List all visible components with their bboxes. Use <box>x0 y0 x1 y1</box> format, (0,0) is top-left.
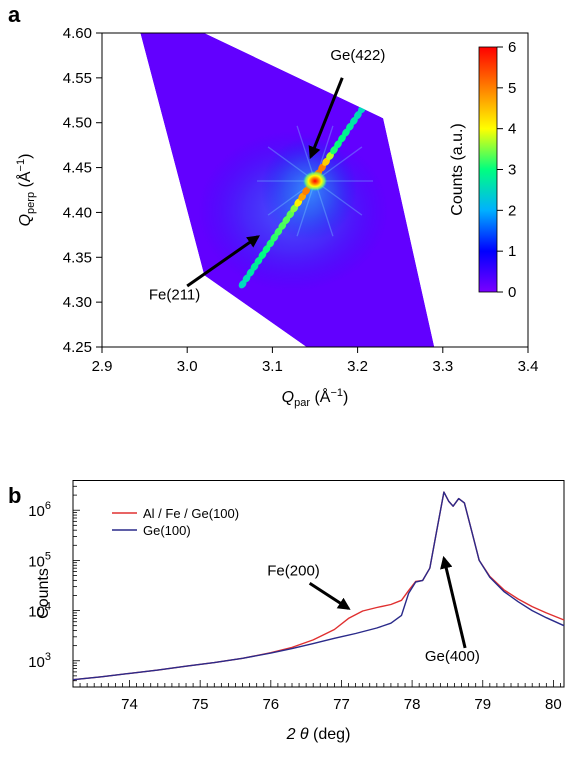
y-axis-title-a-sub: perp <box>25 192 37 214</box>
legend-label: Al / Fe / Ge(100) <box>143 506 239 521</box>
x-tick-label-b: 80 <box>545 696 562 713</box>
x-tick-label-b: 76 <box>262 696 279 713</box>
x-axis-title-a-sup: −1 <box>330 387 343 399</box>
legend: Al / Fe / Ge(100) Ge(100) <box>112 506 239 538</box>
plot-frame-a <box>101 32 529 348</box>
x-tick-label-a: 3.3 <box>432 358 453 375</box>
legend-label: Ge(100) <box>143 523 191 538</box>
y-tick-label-a: 4.40 <box>63 204 92 221</box>
y-axis-title-a: Qperp (Å−1) <box>15 154 37 227</box>
x-tick-label-b: 74 <box>121 696 138 713</box>
annotation-arrow <box>308 582 351 610</box>
y-tick-label-b: 103 <box>28 651 51 671</box>
y-tick-label-a: 4.45 <box>63 160 92 177</box>
panel-a-letter: a <box>8 2 21 27</box>
x-tick-label-a: 3.1 <box>262 358 283 375</box>
y-tick-label-a: 4.30 <box>63 294 92 311</box>
y-tick-label-a: 4.55 <box>63 70 92 87</box>
y-tick-label-a: 4.60 <box>63 25 92 42</box>
annotation-label: Ge(400) <box>425 648 480 665</box>
y-tick-label-a: 4.50 <box>63 115 92 132</box>
x-axis-title-a-close: ) <box>343 389 348 406</box>
x-tick-label-a: 2.9 <box>92 358 113 375</box>
colorbar-label: Counts (a.u.) <box>449 123 466 215</box>
annotation-label: Fe(211) <box>149 286 200 303</box>
y-tick-label-a: 4.25 <box>63 339 92 356</box>
colorbar: 0 1 2 3 4 5 6 <box>478 39 516 301</box>
y-axis-title-a-unit: (Å <box>15 171 34 192</box>
annotation-arrow <box>440 555 467 649</box>
colorbar-tick-label: 5 <box>508 80 516 97</box>
colorbar-tick-label: 3 <box>508 162 516 179</box>
x-axis-title-a-symbol: Q <box>282 389 294 406</box>
x-tick-label-b: 77 <box>333 696 350 713</box>
colorbar-tick-label: 1 <box>508 243 516 260</box>
y-axis-title-a-sup: −1 <box>15 159 27 172</box>
x-tick-label-a: 3.2 <box>347 358 368 375</box>
colorbar-tick-label: 4 <box>508 121 516 138</box>
panel-b-letter: b <box>8 483 22 508</box>
y-tick-label-b: 106 <box>28 500 51 520</box>
peak-hotspot <box>303 171 327 192</box>
x-axis-title-a-sub: par <box>294 397 310 409</box>
colorbar-tick-label: 2 <box>508 202 516 219</box>
x-tick-label-b: 79 <box>474 696 491 713</box>
plot-frame-b <box>72 480 565 688</box>
annotation-arrow <box>186 235 260 288</box>
colorbar-tick-label: 0 <box>508 284 516 301</box>
x-axis-title-a: Qpar (Å−1) <box>282 387 349 409</box>
x-tick-label-b: 78 <box>404 696 421 713</box>
x-tick-label-a: 3.4 <box>518 358 539 375</box>
y-tick-label-a: 4.35 <box>63 249 92 266</box>
x-tick-label-a: 3.0 <box>177 358 198 375</box>
colorbar-tick-label: 6 <box>508 39 516 56</box>
y-axis-title-a-symbol: Q <box>17 214 34 226</box>
y-tick-label-b: 105 <box>28 550 51 570</box>
y-tick-label-b: 104 <box>28 601 51 621</box>
annotation-label: Ge(422) <box>330 47 385 64</box>
xrd-scan-chart: 74 75 76 77 78 79 80 103 104 105 106 Al / Fe / Ge… <box>28 480 565 743</box>
x-axis-title-b-unit: (deg) <box>309 726 351 743</box>
x-tick-label-b: 75 <box>192 696 209 713</box>
series-line-2 <box>72 491 565 681</box>
reciprocal-space-map: 2.9 3.0 3.1 3.2 3.3 3.4 4.25 4.30 4.35 4.40 4.45 4… <box>15 25 539 409</box>
annotation-label: Fe(200) <box>267 563 320 580</box>
x-axis-title-a-unit: (Å <box>310 387 331 406</box>
colorbar-gradient <box>478 46 498 293</box>
y-axis-title-a-close: ) <box>17 154 34 159</box>
annotation-arrow <box>308 77 344 160</box>
x-axis-title-b: 2 θ (deg) <box>286 726 351 743</box>
y-axis-title-b: Counts <box>35 568 52 619</box>
x-axis-title-b-symbol: 2 θ <box>286 726 309 743</box>
